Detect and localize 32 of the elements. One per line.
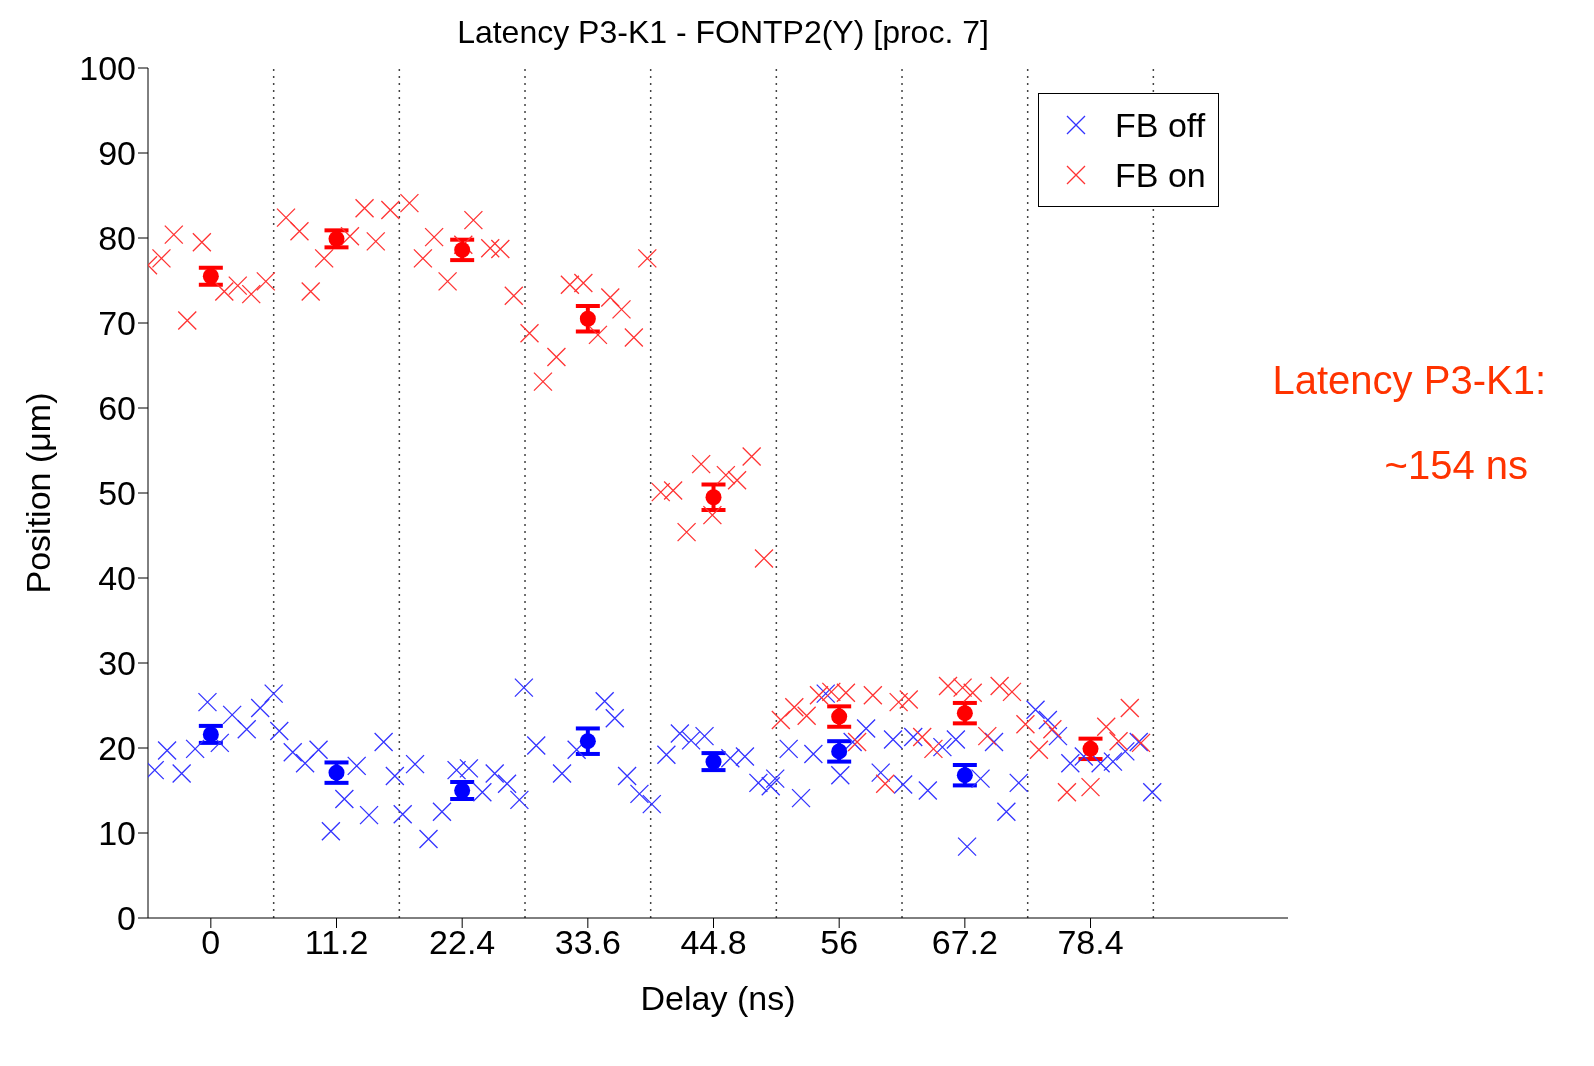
point xyxy=(705,489,722,506)
x-tick-label: 78.4 xyxy=(1057,923,1124,962)
x-tick-label: 0 xyxy=(201,923,221,962)
y-tick-label: 30 xyxy=(98,644,136,683)
y-tick-label: 60 xyxy=(98,389,136,428)
y-tick-label: 50 xyxy=(98,474,136,513)
y-axis-title: Position (μm) xyxy=(19,392,58,594)
annotation: Latency P3-K1: xyxy=(1272,358,1546,403)
legend-label: FB off xyxy=(1115,105,1206,145)
point xyxy=(579,733,596,750)
x-axis-title: Delay (ns) xyxy=(640,979,796,1017)
x-tick-label: 67.2 xyxy=(931,923,998,962)
text: ~154 ns xyxy=(1384,443,1528,488)
x-tick-label: 44.8 xyxy=(680,923,747,962)
x-tick-label: 11.2 xyxy=(304,923,369,962)
y-tick-label: 20 xyxy=(98,729,136,768)
y-tick-label: 40 xyxy=(98,559,136,598)
x-tick-label: 33.6 xyxy=(554,923,621,962)
y-tick-label: 80 xyxy=(98,219,136,258)
y-tick-label: 70 xyxy=(98,304,136,343)
x-tick-label: 22.4 xyxy=(429,923,496,962)
y-tick-label: 90 xyxy=(98,134,136,173)
chart-title: Latency P3-K1 - FONTP2(Y) [proc. 7] xyxy=(456,14,990,51)
point xyxy=(1082,740,1099,757)
y-tick-label: 0 xyxy=(117,899,136,938)
point xyxy=(579,310,596,327)
y-tick-label: 10 xyxy=(98,814,136,853)
point xyxy=(956,705,973,722)
y-tick-label: 100 xyxy=(79,49,136,88)
x-tick-label: 56 xyxy=(820,923,859,962)
legend-label: FB on xyxy=(1115,155,1206,195)
point xyxy=(454,241,471,258)
